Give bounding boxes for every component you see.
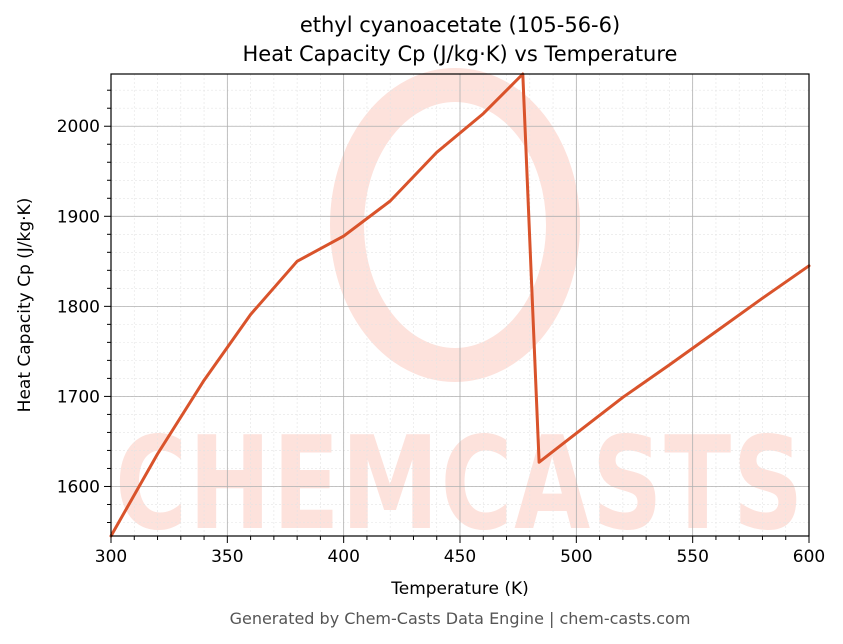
series-line: [109, 72, 811, 538]
x-tick-label: 500: [560, 547, 592, 567]
x-tick-label: 450: [444, 547, 476, 567]
x-tick-label: 550: [676, 547, 708, 567]
x-tick-label: 350: [211, 547, 243, 567]
x-axis-label: Temperature (K): [390, 579, 529, 599]
y-tick-label: 1900: [57, 207, 100, 227]
x-tick-label: 300: [95, 547, 127, 567]
x-tick-label: 400: [327, 547, 359, 567]
y-axis-ticks: 1600 1700 1800 1900 2000: [57, 89, 111, 523]
y-tick-label: 1600: [57, 477, 100, 497]
chart-subtitle: Heat Capacity Cp (J/kg·K) vs Temperature: [243, 42, 678, 66]
footer-text: Generated by Chem-Casts Data Engine | ch…: [230, 609, 691, 628]
watermark-logo: [330, 68, 580, 382]
watermark: CHEMCASTS: [115, 68, 805, 559]
x-tick-label: 600: [793, 547, 825, 567]
y-tick-label: 1700: [57, 387, 100, 407]
y-tick-label: 1800: [57, 297, 100, 317]
watermark-text: CHEMCASTS: [115, 410, 805, 559]
y-axis-label: Heat Capacity Cp (J/kg·K): [15, 198, 35, 413]
y-tick-label: 2000: [57, 117, 100, 137]
chart-title: ethyl cyanoacetate (105-56-6): [300, 13, 620, 37]
x-axis-ticks: 300 350 400 450 500 550 600: [95, 536, 825, 567]
